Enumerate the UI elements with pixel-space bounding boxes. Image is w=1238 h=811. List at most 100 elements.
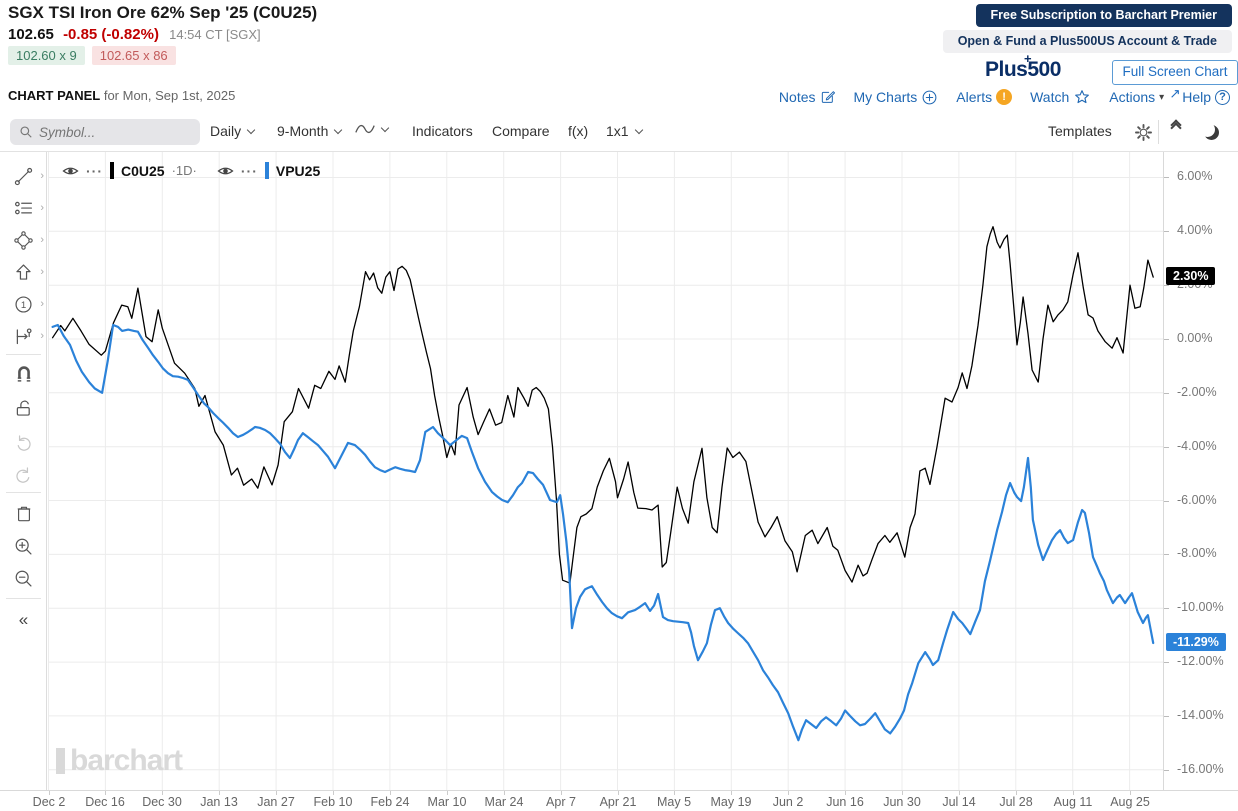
help-link[interactable]: Help ? (1182, 89, 1230, 105)
series-line-VPU25[interactable] (51, 323, 1155, 742)
barchart-watermark: barchart (56, 744, 183, 778)
range-dropdown[interactable]: 9-Month (277, 123, 343, 139)
y-axis-label: 4.00% (1177, 223, 1213, 237)
series-symbol: C0U25 (121, 162, 165, 179)
magnet-mode-button[interactable] (0, 360, 47, 388)
fibonacci-tool[interactable]: › (0, 194, 47, 222)
y-axis-label: -8.00% (1177, 546, 1217, 560)
trend-line-icon (14, 167, 33, 185)
tool-expand-chevron[interactable]: › (40, 330, 44, 342)
delete-drawings-button[interactable] (0, 500, 47, 528)
y-axis-tick (1164, 339, 1169, 340)
arrow-annotation-tool[interactable]: › (0, 258, 47, 286)
period-dropdown[interactable]: Daily (210, 123, 256, 139)
sidebar-divider (6, 598, 41, 599)
svg-text:1: 1 (21, 300, 26, 311)
y-axis-tick (1164, 662, 1169, 663)
fibonacci-icon (15, 201, 32, 214)
shapes-tool[interactable]: › (0, 226, 47, 254)
x-axis-label: Apr 21 (599, 795, 637, 809)
collapse-sidebar-button[interactable]: « (0, 606, 47, 634)
tool-expand-chevron[interactable]: › (40, 298, 44, 310)
y-axis-label: -12.00% (1177, 654, 1224, 668)
series-interval: ·1D· (171, 163, 197, 178)
x-axis-tick (105, 791, 106, 795)
trend-line-tool[interactable]: › (0, 162, 47, 190)
full-screen-chart-button[interactable]: Full Screen Chart ↗ (1112, 60, 1238, 101)
help-icon: ? (1215, 89, 1230, 105)
price-chart-svg[interactable] (48, 152, 1163, 790)
dark-mode-toggle[interactable] (1200, 122, 1218, 140)
x-axis-label: Aug 25 (1110, 795, 1150, 809)
y-axis-tick (1164, 716, 1169, 717)
y-axis-tick (1164, 608, 1169, 609)
y-axis-tick (1164, 554, 1169, 555)
external-arrow-icon: ↗ (1169, 86, 1181, 101)
zoom-in-button[interactable] (0, 532, 47, 560)
alerts-link[interactable]: Alerts ! (956, 89, 1013, 105)
redo-button[interactable] (0, 460, 47, 488)
page-title: SGX TSI Iron Ore 62% Sep '25 (C0U25) (8, 3, 318, 22)
eye-icon[interactable] (217, 165, 234, 177)
chart-toolbar: Daily 9-Month Indicators Compare f(x) 1x… (0, 111, 1238, 152)
templates-button[interactable]: Templates (1048, 123, 1112, 139)
x-axis-tick (49, 791, 50, 795)
watch-link[interactable]: Watch (1030, 88, 1091, 106)
series-options-button[interactable]: ··· (240, 162, 258, 179)
settings-button[interactable] (1134, 123, 1153, 142)
y-axis-label: -2.00% (1177, 385, 1217, 399)
x-axis-label: Jan 27 (257, 795, 295, 809)
quote-timestamp: 14:54 CT [SGX] (169, 27, 261, 42)
lock-drawings-button[interactable] (0, 394, 47, 422)
x-axis-tick (561, 791, 562, 795)
series-options-button[interactable]: ··· (86, 162, 103, 179)
grid-layout-dropdown[interactable]: 1x1 (606, 123, 643, 139)
zoom-out-icon (15, 570, 32, 587)
time-scale-axis[interactable]: Dec 2 Dec 16 Dec 30 Jan 13 Jan 27 Feb 10 Feb 2… (33, 790, 1238, 811)
price-scale-axis[interactable]: 6.00%4.00%2.00%0.00%-2.00%-4.00%-6.00%-8… (1163, 152, 1238, 790)
collapse-toolbar-button[interactable] (1170, 119, 1182, 134)
actions-menu[interactable]: Actions ▾ (1109, 89, 1165, 105)
x-axis-tick (959, 791, 960, 795)
ask-badge: 102.65 x 86 (91, 46, 176, 65)
chart-legend: ··· C0U25 ·1D· ··· VPU25 (62, 162, 320, 179)
chart-type-dropdown[interactable] (355, 123, 390, 135)
y-axis-label: 0.00% (1177, 331, 1213, 345)
y-axis-tick (1164, 447, 1169, 448)
my-charts-link[interactable]: My Charts (854, 89, 939, 106)
undo-button[interactable] (0, 428, 47, 456)
measure-tool[interactable]: › (0, 322, 47, 350)
tool-expand-chevron[interactable]: › (40, 170, 44, 182)
x-axis-tick (1073, 791, 1074, 795)
tool-expand-chevron[interactable]: › (40, 266, 44, 278)
tool-expand-chevron[interactable]: › (40, 234, 44, 246)
x-axis-label: May 5 (656, 795, 692, 809)
zoom-out-button[interactable] (0, 564, 47, 592)
redo-icon (16, 466, 30, 483)
series-symbol: VPU25 (275, 162, 321, 179)
x-axis-tick (504, 791, 505, 795)
plus500-account-button[interactable]: Open & Fund a Plus500US Account & Trade (942, 30, 1232, 53)
eye-icon[interactable] (62, 165, 79, 177)
symbol-search-box[interactable] (10, 119, 200, 145)
sidebar-divider (6, 354, 41, 355)
premier-subscription-button[interactable]: Free Subscription to Barchart Premier (975, 4, 1232, 27)
notes-link[interactable]: Notes (779, 89, 836, 105)
compare-button[interactable]: Compare (492, 123, 550, 139)
x-axis-label: Mar 10 (427, 795, 467, 809)
toolbar-divider (1158, 120, 1159, 144)
series-color-chip (110, 162, 114, 179)
x-axis-tick (674, 791, 675, 795)
chart-plot-area[interactable]: ··· C0U25 ·1D· ··· VPU25 barchart (48, 152, 1163, 790)
symbol-search-input[interactable] (39, 124, 179, 140)
number-annotation-tool[interactable]: 1 › (0, 290, 47, 318)
y-axis-tick (1164, 285, 1169, 286)
indicators-button[interactable]: Indicators (412, 123, 473, 139)
x-axis-label: Jun 16 (826, 795, 864, 809)
tool-expand-chevron[interactable]: › (40, 202, 44, 214)
x-axis-label: May 19 (710, 795, 752, 809)
expressions-button[interactable]: f(x) (568, 123, 589, 139)
price-change: -0.85 (-0.82%) (63, 26, 159, 43)
alert-icon: ! (996, 89, 1013, 105)
series-line-C0U25[interactable] (51, 226, 1154, 584)
